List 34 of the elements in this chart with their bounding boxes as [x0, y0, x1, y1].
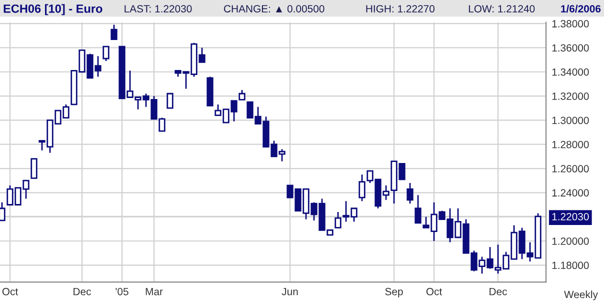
y-tick-label: 1.32000 — [552, 92, 589, 100]
y-tick-label: 1.28000 — [552, 140, 589, 148]
y-tick-label: 1.24000 — [552, 189, 589, 197]
y-tick-label: 1.18000 — [552, 262, 589, 270]
x-tick-label: Oct — [426, 288, 442, 296]
x-tick-label: Sep — [385, 288, 403, 298]
y-tick-label: 1.26000 — [552, 165, 589, 172]
y-tick-label: 1.22030 — [552, 212, 589, 220]
text: CHANGE: ▲ 0.00500 — [224, 5, 324, 12]
chart-title: ECH06 [10] - Euro — [4, 4, 102, 16]
text: LOW: 1.21240 — [468, 5, 535, 12]
candlestick — [110, 24, 118, 40]
y-tick-label: 1.36000 — [552, 44, 589, 52]
candlestick — [334, 211, 342, 228]
x-tick-label: Jun — [282, 288, 298, 296]
y-tick-label: 1.30000 — [552, 116, 589, 124]
text: Weekly — [564, 290, 598, 300]
candlestick — [30, 158, 38, 179]
text: 1/6/2006 — [561, 4, 601, 13]
x-tick-label: '05 — [116, 288, 128, 296]
y-tick-label: 1.34000 — [552, 68, 589, 76]
x-tick-label: Oct — [2, 288, 18, 296]
y-tick-label: 1.20000 — [552, 237, 589, 245]
candlestick — [166, 92, 174, 109]
candlestick — [0, 202, 6, 222]
candlestick — [102, 46, 110, 62]
x-tick-label: Dec — [74, 288, 91, 296]
candlestick — [406, 182, 414, 204]
text: HIGH: 1.22270 — [366, 5, 434, 12]
text: LAST: 1.22030 — [124, 5, 192, 12]
candlestick — [414, 194, 422, 224]
x-tick-label: Mar — [146, 288, 163, 296]
y-tick-label: 1.38000 — [552, 20, 589, 28]
x-tick-label: Dec — [490, 288, 507, 296]
